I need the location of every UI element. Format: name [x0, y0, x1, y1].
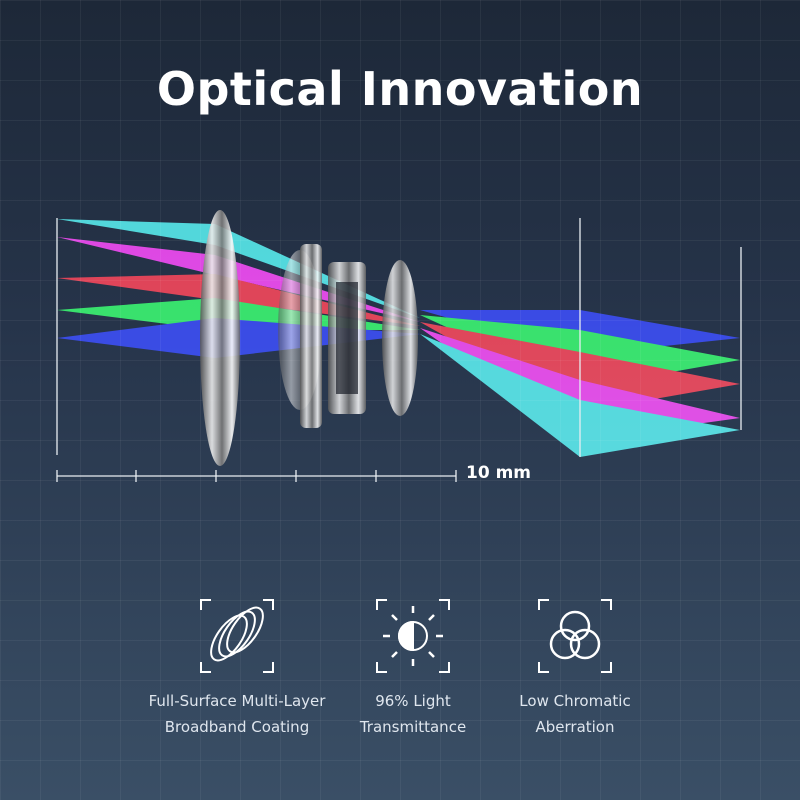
feature-line: 96% Light — [375, 692, 451, 710]
feature-line: Aberration — [535, 718, 615, 736]
feature-chromatic: Low Chromatic Aberration — [465, 598, 685, 740]
light-transmittance-icon — [376, 599, 450, 673]
lens-3 — [300, 244, 322, 428]
lens-1 — [200, 210, 240, 466]
multi-layer-coating-icon — [200, 599, 274, 673]
feature-coating: Full-Surface Multi-Layer Broadband Coati… — [127, 598, 347, 740]
feature-line: Transmittance — [359, 718, 467, 736]
lens-4-core — [336, 282, 358, 394]
chromatic-aberration-icon — [538, 599, 612, 673]
feature-line: Low Chromatic — [519, 692, 631, 710]
scale-label: 10 mm — [466, 463, 532, 483]
ray-cyan-out — [420, 334, 740, 457]
page-title: Optical Innovation — [156, 62, 644, 116]
ray-cyan-in — [57, 219, 420, 318]
feature-line: Broadband Coating — [164, 718, 310, 736]
lens-5 — [382, 260, 418, 416]
feature-transmittance: 96% Light Transmittance — [303, 598, 523, 740]
measurement-lines — [56, 218, 742, 482]
lens-elements — [200, 210, 418, 466]
feature-line: Full-Surface Multi-Layer — [148, 692, 326, 710]
